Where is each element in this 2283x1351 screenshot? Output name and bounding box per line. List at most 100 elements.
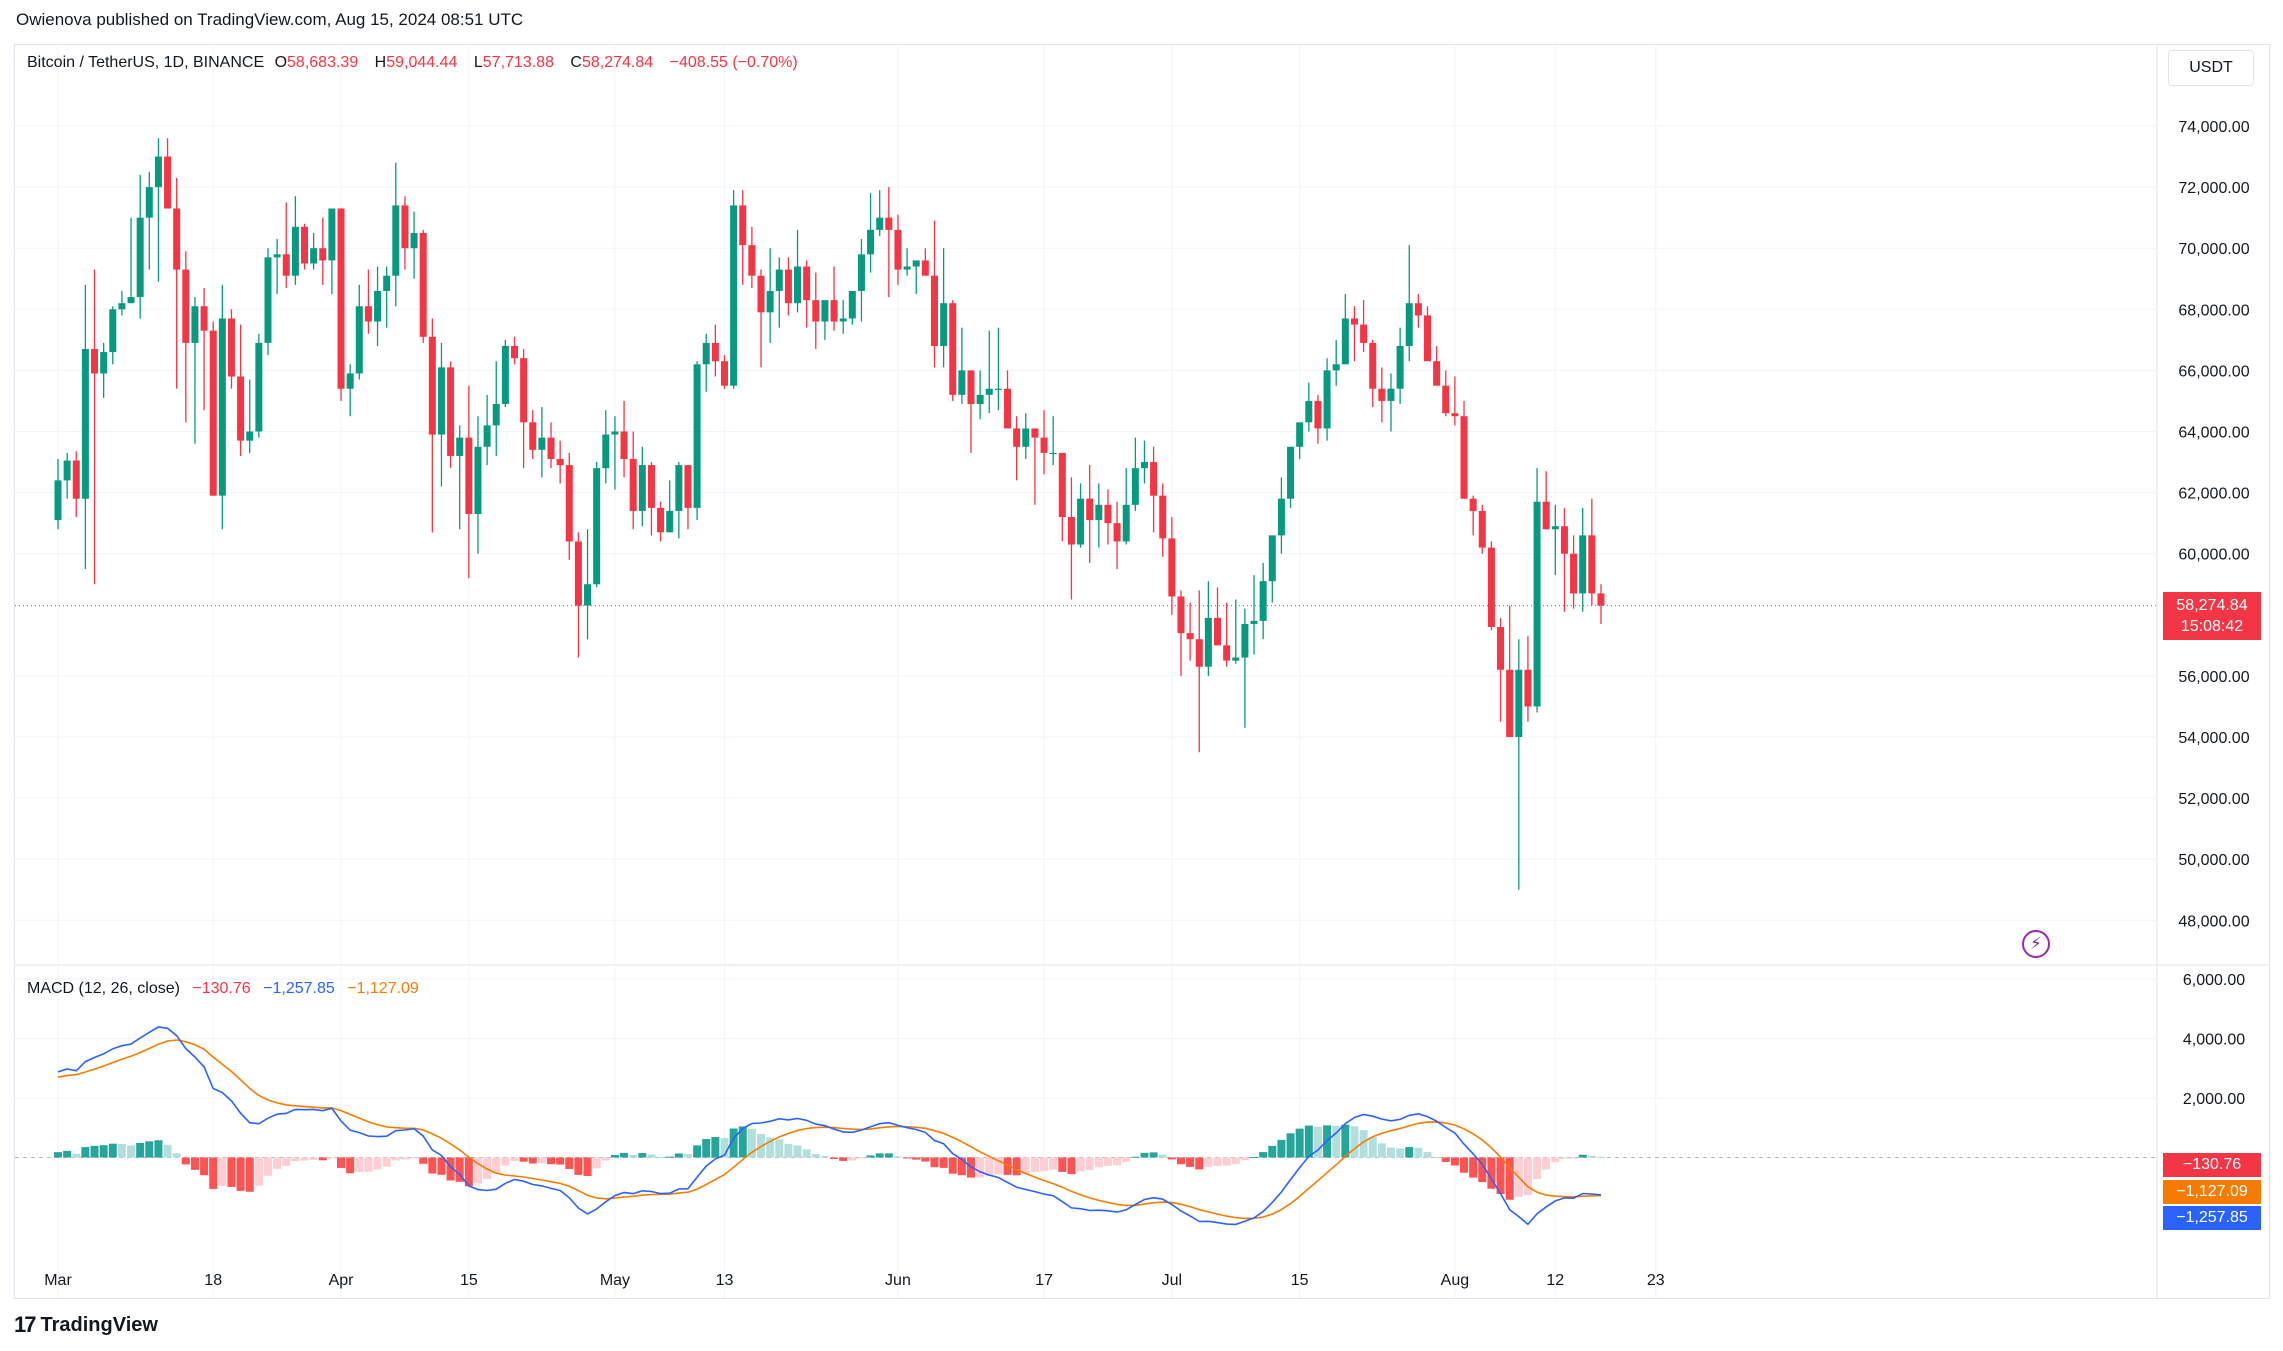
candle-body <box>54 480 62 521</box>
candle-body <box>1223 645 1231 661</box>
macd-histogram-bar <box>1487 1157 1496 1189</box>
candle-body <box>1022 428 1030 447</box>
macd-histogram-bar <box>1441 1157 1450 1162</box>
candle-body <box>63 460 71 481</box>
macd-histogram-bar <box>1505 1157 1514 1200</box>
flash-icon[interactable]: ⚡ <box>2022 930 2050 958</box>
macd-histogram-bar <box>1131 1156 1140 1158</box>
macd-histogram-bar <box>446 1157 455 1181</box>
macd-histogram-bar <box>848 1157 857 1161</box>
symbol-name[interactable]: Bitcoin / TetherUS, 1D, BINANCE <box>27 54 265 71</box>
tradingview-logo[interactable]: 17 TradingView <box>14 1312 158 1338</box>
candle-body <box>958 370 966 395</box>
brand-name: TradingView <box>40 1313 158 1336</box>
macd-histogram-bar <box>501 1157 510 1166</box>
macd-histogram-bar <box>1313 1126 1322 1158</box>
macd-histogram-bar <box>428 1157 437 1174</box>
macd-histogram-bar <box>556 1157 565 1165</box>
macd-histogram-bar <box>519 1157 528 1162</box>
macd-histogram-bar <box>1341 1124 1350 1158</box>
macd-histogram-bar <box>1030 1157 1039 1173</box>
macd-histogram-bar <box>1103 1157 1112 1166</box>
macd-histogram-bar <box>1231 1157 1240 1165</box>
candle-body <box>593 468 601 585</box>
candle-body <box>218 318 226 496</box>
macd-histogram-bar <box>1332 1125 1341 1158</box>
candle-body <box>565 465 573 542</box>
candle-body <box>1314 400 1322 429</box>
macd-histogram-bar <box>273 1157 282 1169</box>
macd-histogram-bar <box>683 1154 692 1158</box>
macd-histogram-bar <box>994 1157 1003 1175</box>
macd-histogram-bar <box>839 1157 848 1161</box>
macd-histogram-bar <box>364 1157 373 1172</box>
candle-body <box>255 342 263 432</box>
macd-histogram-bar <box>957 1157 966 1176</box>
candle-body <box>1588 535 1596 594</box>
candle-body <box>154 156 162 188</box>
macd-histogram-bar <box>1396 1148 1405 1158</box>
candle-body <box>100 352 108 374</box>
candle-body <box>91 349 99 374</box>
time-tick-label: 15 <box>1291 1272 1309 1289</box>
close-value: 58,274.84 <box>581 54 654 71</box>
high-value: 59,044.44 <box>386 54 458 71</box>
candle-body <box>803 266 811 301</box>
candle-body <box>766 290 774 313</box>
macd-histogram-bar <box>620 1152 629 1158</box>
candle-body <box>538 437 546 450</box>
macd-histogram-bar <box>1195 1157 1204 1170</box>
macd-histogram-bar <box>410 1157 419 1159</box>
currency-button[interactable]: USDT <box>2168 50 2254 86</box>
macd-histogram-bar <box>1213 1157 1222 1167</box>
candle-body <box>720 361 728 386</box>
price-tick-label: 48,000.00 <box>2178 913 2249 930</box>
candle-body <box>328 208 336 261</box>
macd-histogram-bar <box>400 1157 409 1160</box>
macd-histogram-bar <box>1405 1147 1414 1158</box>
macd-histogram-bar <box>647 1154 656 1158</box>
time-tick-label: 17 <box>1035 1272 1053 1289</box>
candle-body <box>237 376 245 441</box>
candle-body <box>638 465 646 511</box>
macd-histogram-bar <box>1569 1157 1578 1159</box>
macd-histogram-bar <box>857 1157 866 1159</box>
candle-body <box>1405 303 1413 346</box>
candle-body <box>1469 498 1477 511</box>
candle-body <box>821 300 829 322</box>
candle-body <box>1323 370 1331 429</box>
time-tick-label: Jun <box>885 1272 911 1289</box>
macd-title[interactable]: MACD (12, 26, close) <box>27 980 180 997</box>
candle-body <box>684 465 692 508</box>
candle-body <box>584 584 592 606</box>
candle-body <box>885 217 893 230</box>
macd-histogram-bar <box>1359 1130 1368 1158</box>
bar-countdown: 15:08:42 <box>2180 618 2244 635</box>
candle-body <box>647 465 655 508</box>
candle-body <box>1095 504 1103 521</box>
macd-histogram-bar <box>784 1143 793 1158</box>
candle-body <box>401 205 409 249</box>
candle-body <box>912 260 920 267</box>
candle-body <box>273 254 281 258</box>
candle-body <box>1250 620 1258 624</box>
macd-histogram-bar <box>1085 1157 1094 1171</box>
price-tick-label: 60,000.00 <box>2178 547 2249 564</box>
time-tick-label: Mar <box>44 1272 72 1289</box>
candle-body <box>136 217 144 298</box>
candle-body <box>337 208 345 389</box>
macd-histogram-bar <box>528 1157 537 1164</box>
macd-histogram-bar <box>766 1137 775 1158</box>
candle-body <box>310 248 318 264</box>
macd-histogram-bar <box>656 1156 665 1158</box>
candle-body <box>301 226 309 264</box>
candle-body <box>1004 388 1012 429</box>
last-price-badge: 58,274.84 15:08:42 <box>2163 592 2261 640</box>
candle-body <box>437 367 445 435</box>
candle-body <box>1542 501 1550 530</box>
candle-body <box>1214 617 1222 646</box>
candle-body <box>730 205 738 386</box>
candle-body <box>1451 413 1459 417</box>
candle-body <box>364 306 372 322</box>
